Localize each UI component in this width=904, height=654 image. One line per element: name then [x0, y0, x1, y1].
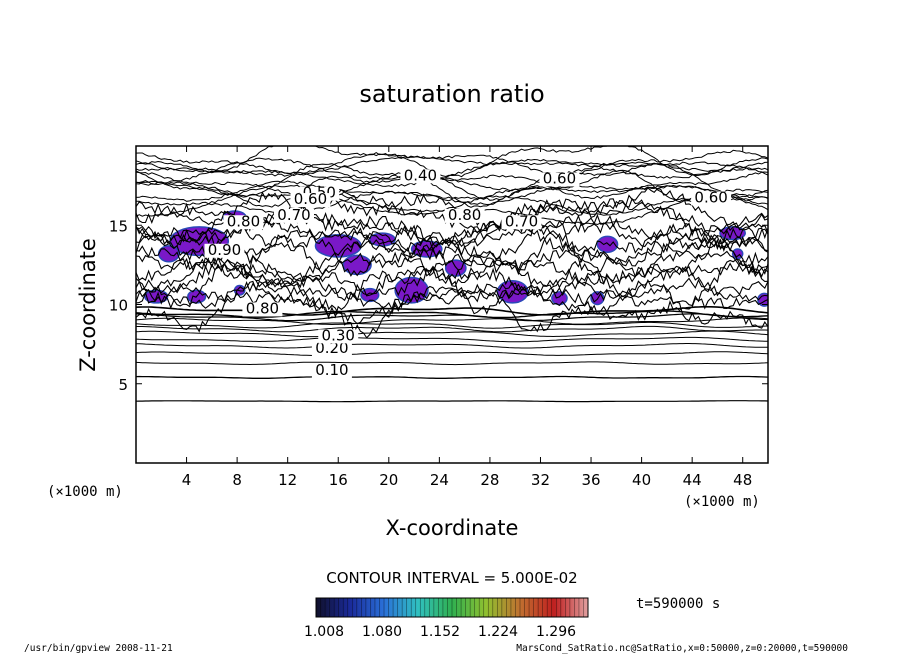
contour-labels: 0.100.200.300.400.500.600.600.600.70 0.70…: [204, 166, 732, 379]
y-axis-label: Z-coordinate: [76, 238, 100, 372]
contour-line: [136, 146, 768, 178]
x-tick-label: 48: [733, 471, 752, 489]
x-tick-label: 16: [329, 471, 348, 489]
supersaturation-region: [596, 235, 619, 253]
x-tick-label: 28: [480, 471, 499, 489]
contour-line: [136, 249, 768, 289]
contour-lines: [136, 146, 768, 403]
contour-line: [136, 317, 768, 326]
x-tick-label: 44: [683, 471, 702, 489]
x-tick-label: 36: [581, 471, 600, 489]
contour-line: [136, 283, 768, 325]
contour-line: [136, 325, 768, 333]
contour-line: [136, 180, 768, 216]
contour-label: 0.70: [277, 206, 310, 224]
time-label: t=590000 s: [636, 596, 720, 612]
x-unit-label-left: (×1000 m): [47, 484, 123, 500]
supersaturation-region: [314, 234, 362, 258]
contour-label-bg: [311, 342, 352, 357]
contour-label-bg: [242, 302, 283, 317]
colorbar-tick-label: 1.080: [362, 624, 402, 640]
colorbar-tick-labels: 1.008 1.080 1.152 1.224 1.296: [304, 624, 576, 640]
footer-right: MarsCond_SatRatio.nc@SatRatio,x=0:50000,…: [516, 643, 848, 654]
contour-label: 0.90: [208, 241, 241, 259]
contour-label-bg: [318, 329, 359, 344]
contour-line: [136, 169, 768, 208]
y-tick-label: 15: [109, 217, 128, 235]
contour-line: [136, 171, 768, 199]
contour-line: [136, 330, 768, 338]
colorbar-stripes: [320, 598, 584, 617]
contour-line: [136, 400, 768, 403]
colorbar: 1.008 1.080 1.152 1.224 1.296: [304, 597, 589, 640]
plot-area: 0.100.200.300.400.500.600.600.600.70 0.70…: [109, 145, 769, 489]
contour-line: [136, 210, 768, 245]
contour-line: [136, 310, 768, 319]
contour-label-bg: [400, 169, 441, 184]
contour-line: [136, 351, 768, 356]
contour-label-bg: [274, 208, 314, 223]
chart-title: saturation ratio: [359, 80, 544, 108]
contour-label: 0.60: [294, 190, 327, 208]
contour-line: [136, 361, 768, 366]
contour-line: [136, 277, 768, 312]
y-axis-ticks: 5 10 15: [109, 217, 768, 394]
colorbar-tick-label: 1.296: [536, 624, 576, 640]
x-tick-label: 20: [379, 471, 398, 489]
contour-label: 0.10: [315, 361, 348, 379]
x-tick-label: 8: [232, 471, 242, 489]
x-tick-label: 24: [430, 471, 449, 489]
contour-line: [136, 190, 768, 216]
contour-line: [136, 149, 768, 175]
contour-label: 0.60: [543, 169, 576, 187]
x-unit-label-right: (×1000 m): [684, 494, 760, 510]
contour-line: [136, 313, 768, 322]
contour-label: 0.20: [315, 339, 348, 357]
contour-label: 0.80: [448, 206, 481, 224]
contour-label: 0.80: [246, 299, 279, 317]
colorbar-tick-label: 1.152: [420, 624, 460, 640]
footer-left: /usr/bin/gpview 2008-11-21: [24, 643, 173, 654]
x-tick-label: 4: [182, 471, 192, 489]
colorbar-tick-label: 1.008: [304, 624, 344, 640]
x-tick-label: 32: [531, 471, 550, 489]
contour-label: 0.80: [227, 212, 260, 230]
contour-line: [136, 321, 768, 329]
contour-line: [136, 162, 768, 201]
contour-label-bg: [290, 193, 331, 208]
colorbar-tick-label: 1.224: [478, 624, 518, 640]
contour-line: [136, 375, 768, 379]
x-axis-label: X-coordinate: [386, 516, 519, 540]
contour-label: 0.30: [322, 326, 355, 344]
contour-line: [136, 336, 768, 343]
contour-label-bg: [311, 364, 352, 379]
x-axis-ticks: 4 8 12 16 20 24 28 32 36 40 44 48: [182, 146, 752, 489]
y-tick-label: 5: [118, 376, 128, 394]
contour-line: [136, 155, 768, 179]
contour-label-bg: [501, 215, 542, 230]
contour-line: [136, 343, 768, 349]
contour-label-bg: [539, 172, 580, 187]
contour-label: 0.60: [694, 188, 727, 206]
contour-line: [136, 191, 768, 253]
contour-interval-label: CONTOUR INTERVAL = 5.000E-02: [326, 569, 577, 587]
contour-line: [136, 236, 768, 289]
contour-label-bg: [223, 215, 264, 230]
contour-label-bg: [204, 243, 245, 258]
contour-label-bg: [444, 208, 485, 223]
y-tick-label: 10: [109, 297, 128, 315]
contour-line: [136, 180, 768, 206]
contour-label: 0.40: [404, 166, 437, 184]
x-tick-label: 12: [278, 471, 297, 489]
contour-label-bg: [691, 191, 732, 206]
x-tick-label: 40: [632, 471, 651, 489]
contour-label: 0.70: [505, 212, 538, 230]
